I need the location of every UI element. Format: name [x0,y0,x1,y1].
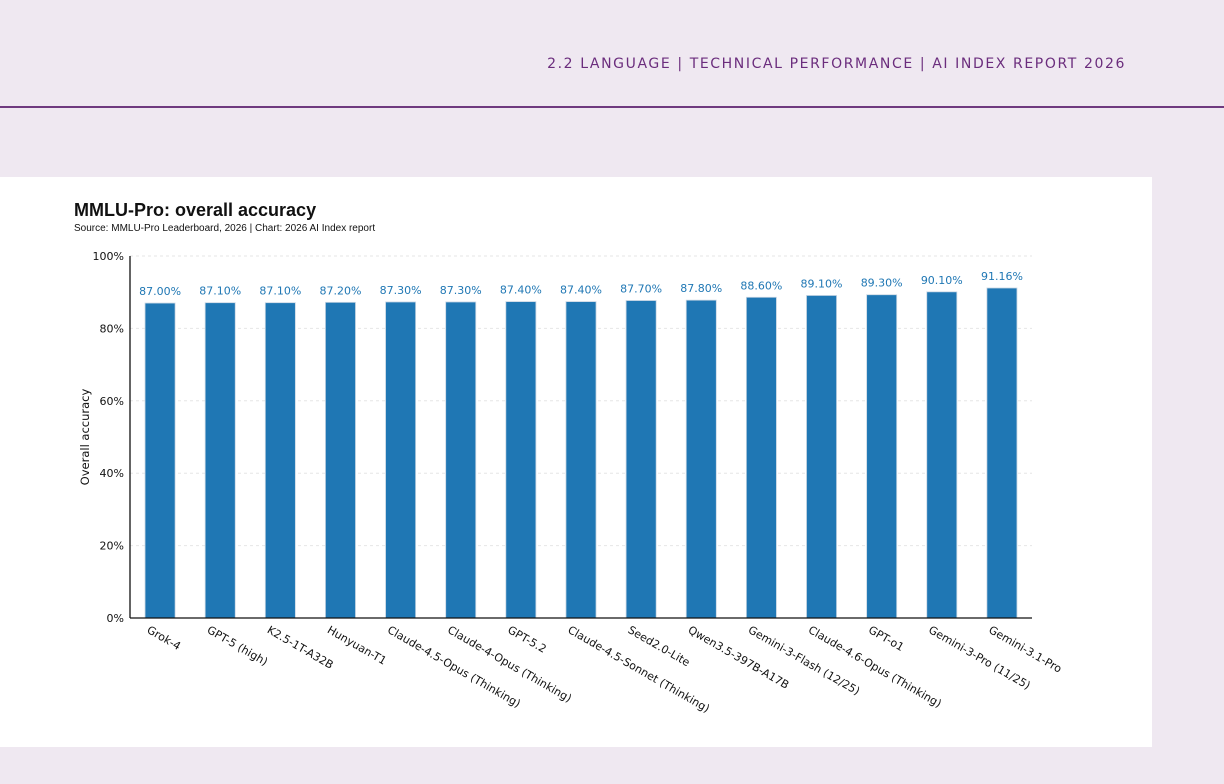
y-tick-label: 80% [100,322,124,335]
data-label: 87.40% [560,284,602,297]
x-tick-label: K2.5-1T-A32B [265,623,336,671]
bar [385,301,417,619]
chart-source: Source: MMLU-Pro Leaderboard, 2026 | Cha… [74,223,376,234]
x-tick-label: Gemini-3-Flash (12/25) [746,623,862,698]
chart-title: MMLU-Pro: overall accuracy [74,200,317,220]
bar [264,302,296,619]
x-tick-label: GPT-o1 [866,623,906,654]
data-label: 87.10% [259,285,301,298]
data-labels: 87.00% 87.10% 87.10% 87.20% 87.30% 87.30% 87.4… [139,270,1023,298]
bar [505,301,537,619]
header-divider [0,106,1224,108]
bar [565,301,597,619]
data-label: 87.80% [680,282,722,295]
y-tick-label: 20% [100,540,124,553]
bar [144,302,176,619]
data-label: 91.16% [981,270,1023,283]
x-tick-label: Qwen3.5-397B-A17B [686,623,791,691]
axes [129,256,1032,619]
data-label: 87.30% [380,284,422,297]
y-tick-label: 60% [100,395,124,408]
data-label: 89.10% [801,277,843,290]
report-section-header: 2.2 LANGUAGE | TECHNICAL PERFORMANCE | A… [547,56,1126,72]
bar [986,287,1018,619]
bars [144,287,1018,619]
bar-chart: 0% 20% 40% 60% 80% 100% Grok-4 GPT-5 (high)K2.… [78,250,1065,715]
chart-panel: 0% 20% 40% 60% 80% 100% Grok-4 GPT-5 (high) K2.… [0,177,1152,747]
data-label: 89.30% [861,277,903,290]
x-tick-label: GPT-5 (high) [205,623,270,668]
bar [806,295,837,619]
bar [325,301,356,619]
data-label: 87.40% [500,284,542,297]
bar [625,300,657,619]
data-label: 87.30% [440,284,482,297]
data-label: 90.10% [921,274,963,287]
y-axis-label: Overall accuracy [78,388,92,485]
bar [866,294,898,619]
data-label: 87.70% [620,283,662,296]
bar [745,296,777,619]
y-tick-label: 100% [93,250,124,263]
y-tick-labels: 0% 20% 40% 60% 80% 100% [93,250,124,625]
x-tick-label: Gemini-3-Pro (11/25) [926,623,1032,692]
data-label: 87.10% [199,285,241,298]
data-label: 87.00% [139,285,181,298]
bar [685,299,717,619]
bar [445,301,477,619]
y-tick-label: 0% [107,612,124,625]
x-tick-labels: Grok-4 GPT-5 (high)K2.5-1T-A32BHunyuan-T1… [145,623,1065,715]
bar [926,291,958,619]
data-label: 87.20% [319,284,361,297]
y-tick-label: 40% [100,467,124,480]
x-tick-label: GPT-5.2 [505,623,548,655]
x-tick-label: Grok-4 [145,623,183,653]
bar [204,302,236,619]
data-label: 88.60% [740,279,782,292]
